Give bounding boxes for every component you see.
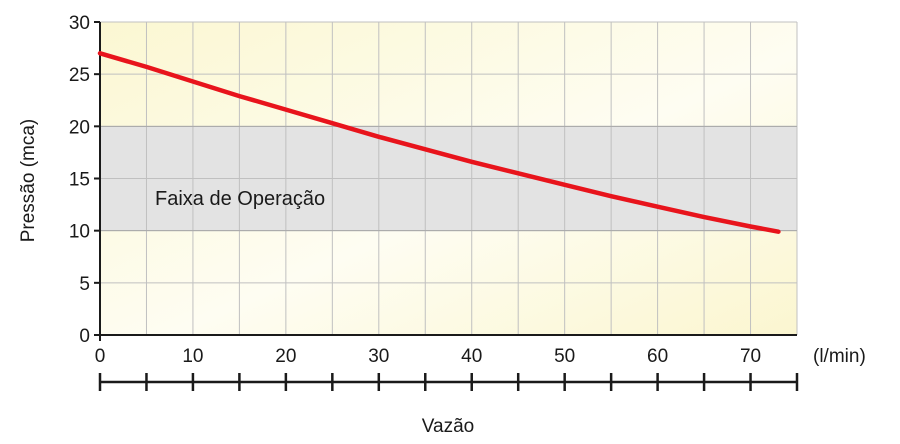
x-tick-label: 70	[740, 346, 761, 367]
axes	[94, 21, 797, 341]
tick-labels: 0 5 10 15 20 25 30 0 10 20 30 40 50 60 70	[69, 13, 761, 367]
x-tick-label: 30	[368, 346, 389, 367]
x-axis-unit-label: (l/min)	[813, 346, 866, 367]
y-tick-label: 15	[69, 170, 90, 191]
x-tick-label: 10	[182, 346, 203, 367]
x-tick-label: 50	[554, 346, 575, 367]
y-axis-label: Pressão (mca)	[18, 119, 39, 243]
x-scale-bar	[98, 373, 799, 391]
x-tick-label: 20	[275, 346, 296, 367]
y-tick-label: 5	[79, 274, 90, 295]
y-tick-label: 20	[69, 117, 90, 138]
x-axis-label: Vazão	[422, 416, 474, 437]
y-tick-label: 30	[69, 13, 90, 34]
y-tick-label: 0	[79, 326, 90, 347]
x-tick-label: 60	[647, 346, 668, 367]
x-tick-label: 40	[461, 346, 482, 367]
x-tick-label: 0	[95, 346, 106, 367]
y-tick-label: 25	[69, 65, 90, 86]
pressure-curve	[97, 51, 781, 234]
y-tick-label: 10	[69, 222, 90, 243]
operating-range-label: Faixa de Operação	[155, 188, 325, 210]
